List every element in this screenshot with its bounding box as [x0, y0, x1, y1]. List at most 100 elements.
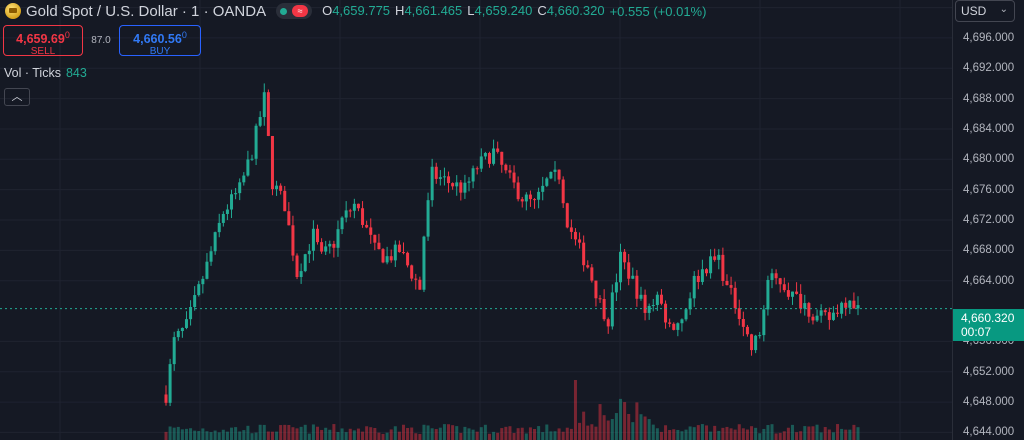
candle-body [545, 178, 549, 186]
volume-bar [352, 430, 356, 440]
candle-body [770, 273, 774, 280]
symbol-title[interactable]: Gold Spot / U.S. Dollar · 1 · OANDA [26, 2, 267, 20]
candle-body [336, 229, 340, 248]
candle-body [180, 327, 184, 332]
volume-bar [487, 433, 491, 440]
volume-bar [815, 424, 819, 440]
candle-body [479, 156, 483, 169]
volume-bar [189, 428, 193, 440]
volume-bar [623, 402, 627, 440]
candle-body [434, 166, 438, 179]
candle-body [672, 323, 676, 330]
candle-body [504, 164, 508, 171]
sell-button[interactable]: 4,659.690 SELL [3, 25, 83, 57]
candle-body [258, 117, 262, 126]
candle-body [320, 242, 324, 252]
volume-bar [692, 427, 696, 440]
volume-bar [696, 425, 700, 440]
volume-bar [311, 424, 315, 440]
candle-body [430, 166, 434, 201]
candle-body [541, 185, 545, 192]
volume-bar [397, 431, 401, 440]
volume-bar [561, 431, 565, 440]
volume-bar [676, 429, 680, 440]
volume-bar [668, 430, 672, 440]
price-chart[interactable] [0, 0, 952, 440]
volume-bar [573, 380, 577, 440]
volume-bar [729, 428, 733, 440]
candle-body [311, 228, 315, 251]
candle-body [250, 158, 254, 160]
buy-button[interactable]: 4,660.560 BUY [119, 25, 201, 57]
volume-bar [672, 429, 676, 440]
candle-body [487, 153, 491, 164]
candle-body [852, 300, 856, 309]
candle-body [426, 200, 430, 237]
candle-body [807, 303, 811, 317]
ohlc-key: O [322, 3, 333, 18]
buy-price-digit: 0 [181, 30, 187, 40]
volume-bar [401, 424, 405, 440]
candle-body [725, 280, 729, 286]
volume-bar [770, 424, 774, 440]
volume-bar [512, 432, 516, 440]
candle-body [283, 190, 287, 212]
candle-body [307, 250, 311, 255]
gold-bar-icon [5, 3, 21, 19]
candle-body [774, 273, 778, 279]
volume-bar [786, 427, 790, 440]
volume-bar [774, 433, 778, 440]
volume-bar [500, 428, 504, 440]
volume-bar [803, 426, 807, 440]
volume-bar [275, 431, 279, 440]
volume-label: Vol · Ticks [4, 66, 61, 80]
ohlc-value: 4,659.775 [332, 3, 391, 18]
candle-body [492, 148, 496, 164]
candle-body [848, 300, 852, 308]
candle-body [655, 294, 659, 306]
candle-body [344, 210, 348, 218]
volume-bar [762, 428, 766, 440]
candle-body [270, 135, 274, 190]
candle-body [373, 234, 377, 243]
volume-bar [733, 429, 737, 440]
candle-body [623, 251, 627, 263]
volume-bar [582, 411, 586, 440]
volume-bar [496, 432, 500, 440]
candle-body [438, 177, 442, 179]
volume-bar [799, 431, 803, 440]
volume-bar [221, 429, 225, 440]
price-tick-label: 4,676.000 [963, 183, 1015, 196]
volume-bar [795, 432, 799, 440]
price-axis[interactable]: 4,700.0004,696.0004,692.0004,688.0004,68… [952, 0, 1024, 440]
volume-bar [594, 426, 598, 440]
chevron-up-icon[interactable]: ︿ [4, 88, 30, 106]
data-warning-icon[interactable]: ≈ [292, 5, 309, 17]
candle-body [827, 312, 831, 320]
candle-body [287, 211, 291, 226]
candle-body [709, 256, 713, 274]
candle-body [221, 213, 225, 223]
volume-bar [176, 426, 180, 440]
candle-body [602, 298, 606, 320]
candle-body [606, 319, 610, 327]
volume-bar [606, 420, 610, 440]
volume-bar [361, 431, 365, 440]
candle-body [795, 291, 799, 294]
candle-body [565, 203, 569, 228]
candle-body [704, 269, 708, 274]
currency-select[interactable]: USD ⌄ [955, 0, 1015, 22]
candle-body [303, 254, 307, 272]
candle-body [684, 309, 688, 320]
volume-bar [635, 402, 639, 440]
volume-bar [545, 424, 549, 440]
candle-body [463, 182, 467, 193]
candlestick-series [164, 83, 860, 407]
market-status-pill[interactable]: ≈ [276, 3, 313, 19]
ohlc-values: O4,659.775 H4,661.465 L4,659.240 C4,660.320 [322, 2, 610, 20]
volume-legend[interactable]: Vol · Ticks 843 [4, 66, 87, 80]
volume-bar [250, 433, 254, 440]
volume-bar [840, 428, 844, 440]
volume-bar [348, 428, 352, 440]
volume-bar [442, 424, 446, 440]
